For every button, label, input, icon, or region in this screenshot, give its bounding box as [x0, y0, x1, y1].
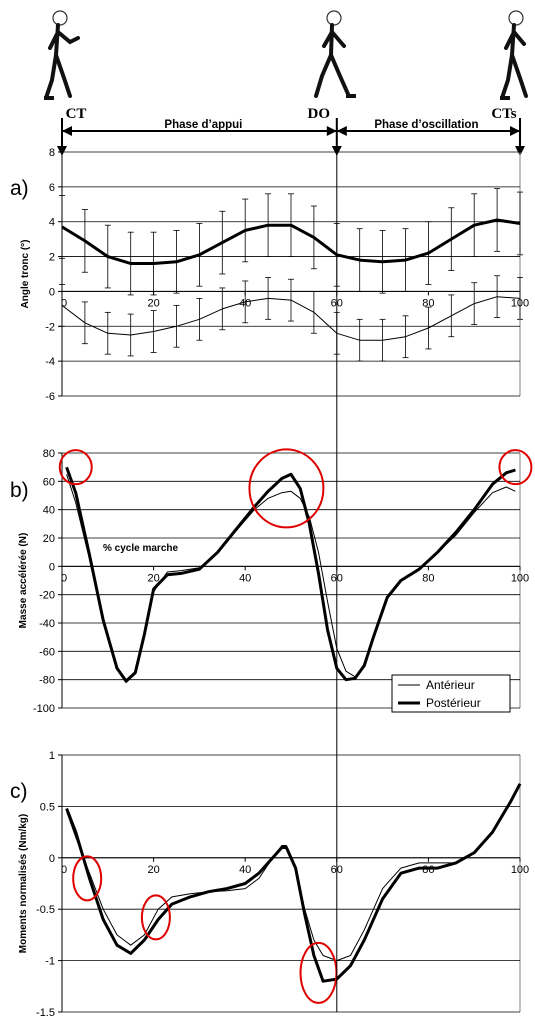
event-arrow-head: [331, 146, 342, 156]
x-tick-label: 100: [511, 864, 529, 876]
legend: Antérieur Postérieur: [391, 674, 511, 713]
y-tick-label: -80: [39, 675, 55, 687]
y-tick-label: 1: [49, 750, 55, 762]
legend-entry: Antérieur: [426, 678, 475, 692]
event-arrow-head: [515, 146, 525, 156]
highlight-circle: [58, 449, 93, 486]
y-tick-label: -60: [39, 646, 55, 658]
legend-box: [391, 674, 511, 713]
series-line-posterieur: [65, 783, 522, 983]
y-tick-label: 0: [49, 853, 55, 865]
x-axis-title: % cycle marche: [103, 543, 178, 554]
x-tick-label: 20: [147, 297, 159, 309]
legend-entry: Postérieur: [426, 696, 481, 710]
y-tick-label: -40: [39, 618, 55, 630]
highlight-circle: [498, 449, 533, 486]
panel-label: b): [10, 479, 29, 502]
phase-arrow-left: [62, 126, 72, 136]
panel-label: a): [10, 177, 29, 200]
y-tick-label: 0: [49, 561, 55, 573]
series-line-posterieur: [65, 466, 516, 683]
y-axis-title: Angle tronc (°): [20, 240, 31, 309]
y-tick-label: 20: [43, 533, 55, 545]
walker-figure-icon: [44, 10, 80, 100]
highlight-circle: [299, 941, 338, 1004]
walker-figure-icon: [314, 10, 356, 98]
highlight-circle: [72, 855, 103, 902]
x-tick-label: 40: [239, 572, 251, 584]
phase-label: Phase d’appui: [164, 119, 242, 131]
y-tick-label: 8: [49, 147, 55, 159]
x-tick-label: 80: [422, 297, 434, 309]
y-tick-label: 40: [43, 505, 55, 517]
phase-arrow-right: [326, 126, 337, 136]
y-axis-title: Masse accélérée (N): [18, 533, 29, 629]
y-tick-label: 6: [49, 182, 55, 194]
x-tick-label: 40: [239, 864, 251, 876]
x-tick-label: 0: [61, 297, 67, 309]
panel-label: c): [10, 780, 28, 803]
y-tick-label: 0.5: [40, 801, 55, 813]
x-tick-label: 0: [61, 864, 67, 876]
series-line-posterieur: [61, 218, 521, 265]
y-tick-label: -0.5: [36, 904, 55, 916]
y-tick-label: 2: [49, 252, 55, 264]
x-tick-label: 100: [511, 572, 529, 584]
phase-arrow-left: [336, 126, 347, 136]
x-tick-label: 80: [422, 572, 434, 584]
highlight-circle: [140, 894, 171, 941]
y-tick-label: 0: [49, 286, 55, 298]
x-tick-label: 0: [61, 572, 67, 584]
event-label: CTs: [491, 106, 516, 122]
y-tick-label: -6: [45, 391, 55, 403]
y-tick-label: -4: [45, 356, 55, 368]
highlight-circle: [248, 448, 325, 529]
event-label: DO: [308, 106, 331, 122]
y-tick-label: -1.5: [36, 1007, 55, 1017]
walker-figure-icon: [500, 10, 528, 100]
y-tick-label: 80: [43, 448, 55, 460]
x-tick-label: 20: [147, 864, 159, 876]
event-arrow-head: [57, 146, 67, 156]
x-tick-label: 80: [422, 864, 434, 876]
y-tick-label: -20: [39, 590, 55, 602]
event-label: CT: [66, 106, 87, 122]
gait-phase-header: CT DO CTs Phase d’appui Phase d’oscillation: [57, 106, 525, 156]
series-line-anterieur: [66, 785, 521, 962]
phase-label: Phase d’oscillation: [374, 119, 478, 131]
y-axis-title: Moments normalisés (Nm/kg): [18, 814, 29, 953]
y-tick-label: -1: [45, 956, 55, 968]
phase-arrow-right: [510, 126, 520, 136]
y-tick-label: 4: [49, 217, 55, 229]
series-line-anterieur: [61, 296, 521, 341]
x-tick-label: 20: [147, 572, 159, 584]
y-tick-label: -2: [45, 321, 55, 333]
y-tick-label: -100: [33, 703, 55, 715]
y-tick-label: 60: [43, 476, 55, 488]
